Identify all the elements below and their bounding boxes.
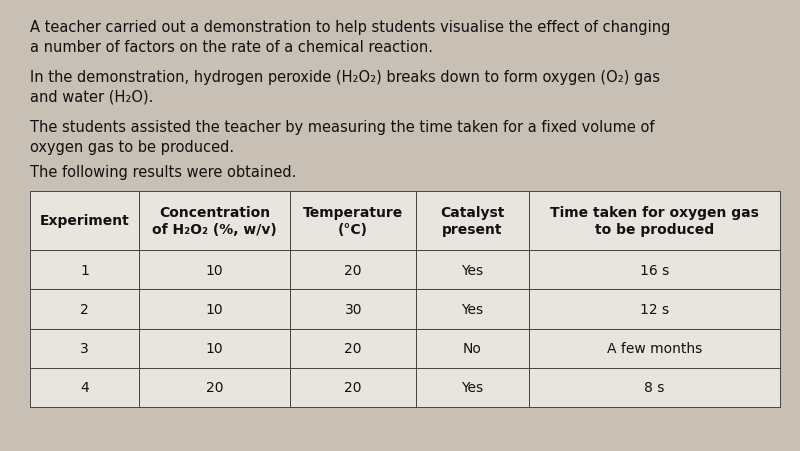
Text: Temperature
(°C): Temperature (°C) (303, 206, 403, 236)
Bar (30, 329, 138, 368)
Text: Yes: Yes (462, 381, 483, 395)
Text: 20: 20 (345, 263, 362, 277)
Bar (416, 329, 529, 368)
Bar (290, 192, 416, 250)
Text: 10: 10 (206, 341, 223, 355)
Text: A teacher carried out a demonstration to help students visualise the effect of c: A teacher carried out a demonstration to… (30, 20, 670, 55)
Text: 8 s: 8 s (644, 381, 665, 395)
Text: Time taken for oxygen gas
to be produced: Time taken for oxygen gas to be produced (550, 206, 758, 236)
Text: The students assisted the teacher by measuring the time taken for a fixed volume: The students assisted the teacher by mea… (30, 120, 655, 154)
Bar (290, 250, 416, 290)
Bar (529, 192, 780, 250)
Text: The following results were obtained.: The following results were obtained. (30, 165, 297, 179)
Text: Concentration
of H₂O₂ (%, w/v): Concentration of H₂O₂ (%, w/v) (152, 206, 277, 236)
Bar (138, 290, 290, 329)
Text: 16 s: 16 s (640, 263, 669, 277)
Bar (529, 329, 780, 368)
Bar (138, 192, 290, 250)
Text: 20: 20 (345, 341, 362, 355)
Bar (529, 250, 780, 290)
Text: 2: 2 (80, 302, 89, 316)
Bar (30, 250, 138, 290)
Text: No: No (463, 341, 482, 355)
Text: 12 s: 12 s (640, 302, 669, 316)
Text: 30: 30 (345, 302, 362, 316)
Bar (290, 329, 416, 368)
Bar (416, 192, 529, 250)
Bar (529, 368, 780, 407)
Bar (30, 192, 138, 250)
Text: 1: 1 (80, 263, 89, 277)
Text: 10: 10 (206, 263, 223, 277)
Bar (416, 290, 529, 329)
Text: In the demonstration, hydrogen peroxide (H₂O₂) breaks down to form oxygen (O₂) g: In the demonstration, hydrogen peroxide … (30, 70, 661, 105)
Bar (290, 368, 416, 407)
Text: Catalyst
present: Catalyst present (440, 206, 505, 236)
Bar (30, 290, 138, 329)
Text: A few months: A few months (606, 341, 702, 355)
Text: Yes: Yes (462, 263, 483, 277)
Text: 3: 3 (80, 341, 89, 355)
Bar (30, 368, 138, 407)
Bar (290, 290, 416, 329)
Text: 4: 4 (80, 381, 89, 395)
Text: 10: 10 (206, 302, 223, 316)
Text: Experiment: Experiment (40, 214, 130, 228)
Bar (529, 290, 780, 329)
Bar (138, 250, 290, 290)
Bar (138, 329, 290, 368)
Bar (138, 368, 290, 407)
Text: 20: 20 (345, 381, 362, 395)
Bar (416, 368, 529, 407)
Text: Yes: Yes (462, 302, 483, 316)
Text: 20: 20 (206, 381, 223, 395)
Bar (416, 250, 529, 290)
